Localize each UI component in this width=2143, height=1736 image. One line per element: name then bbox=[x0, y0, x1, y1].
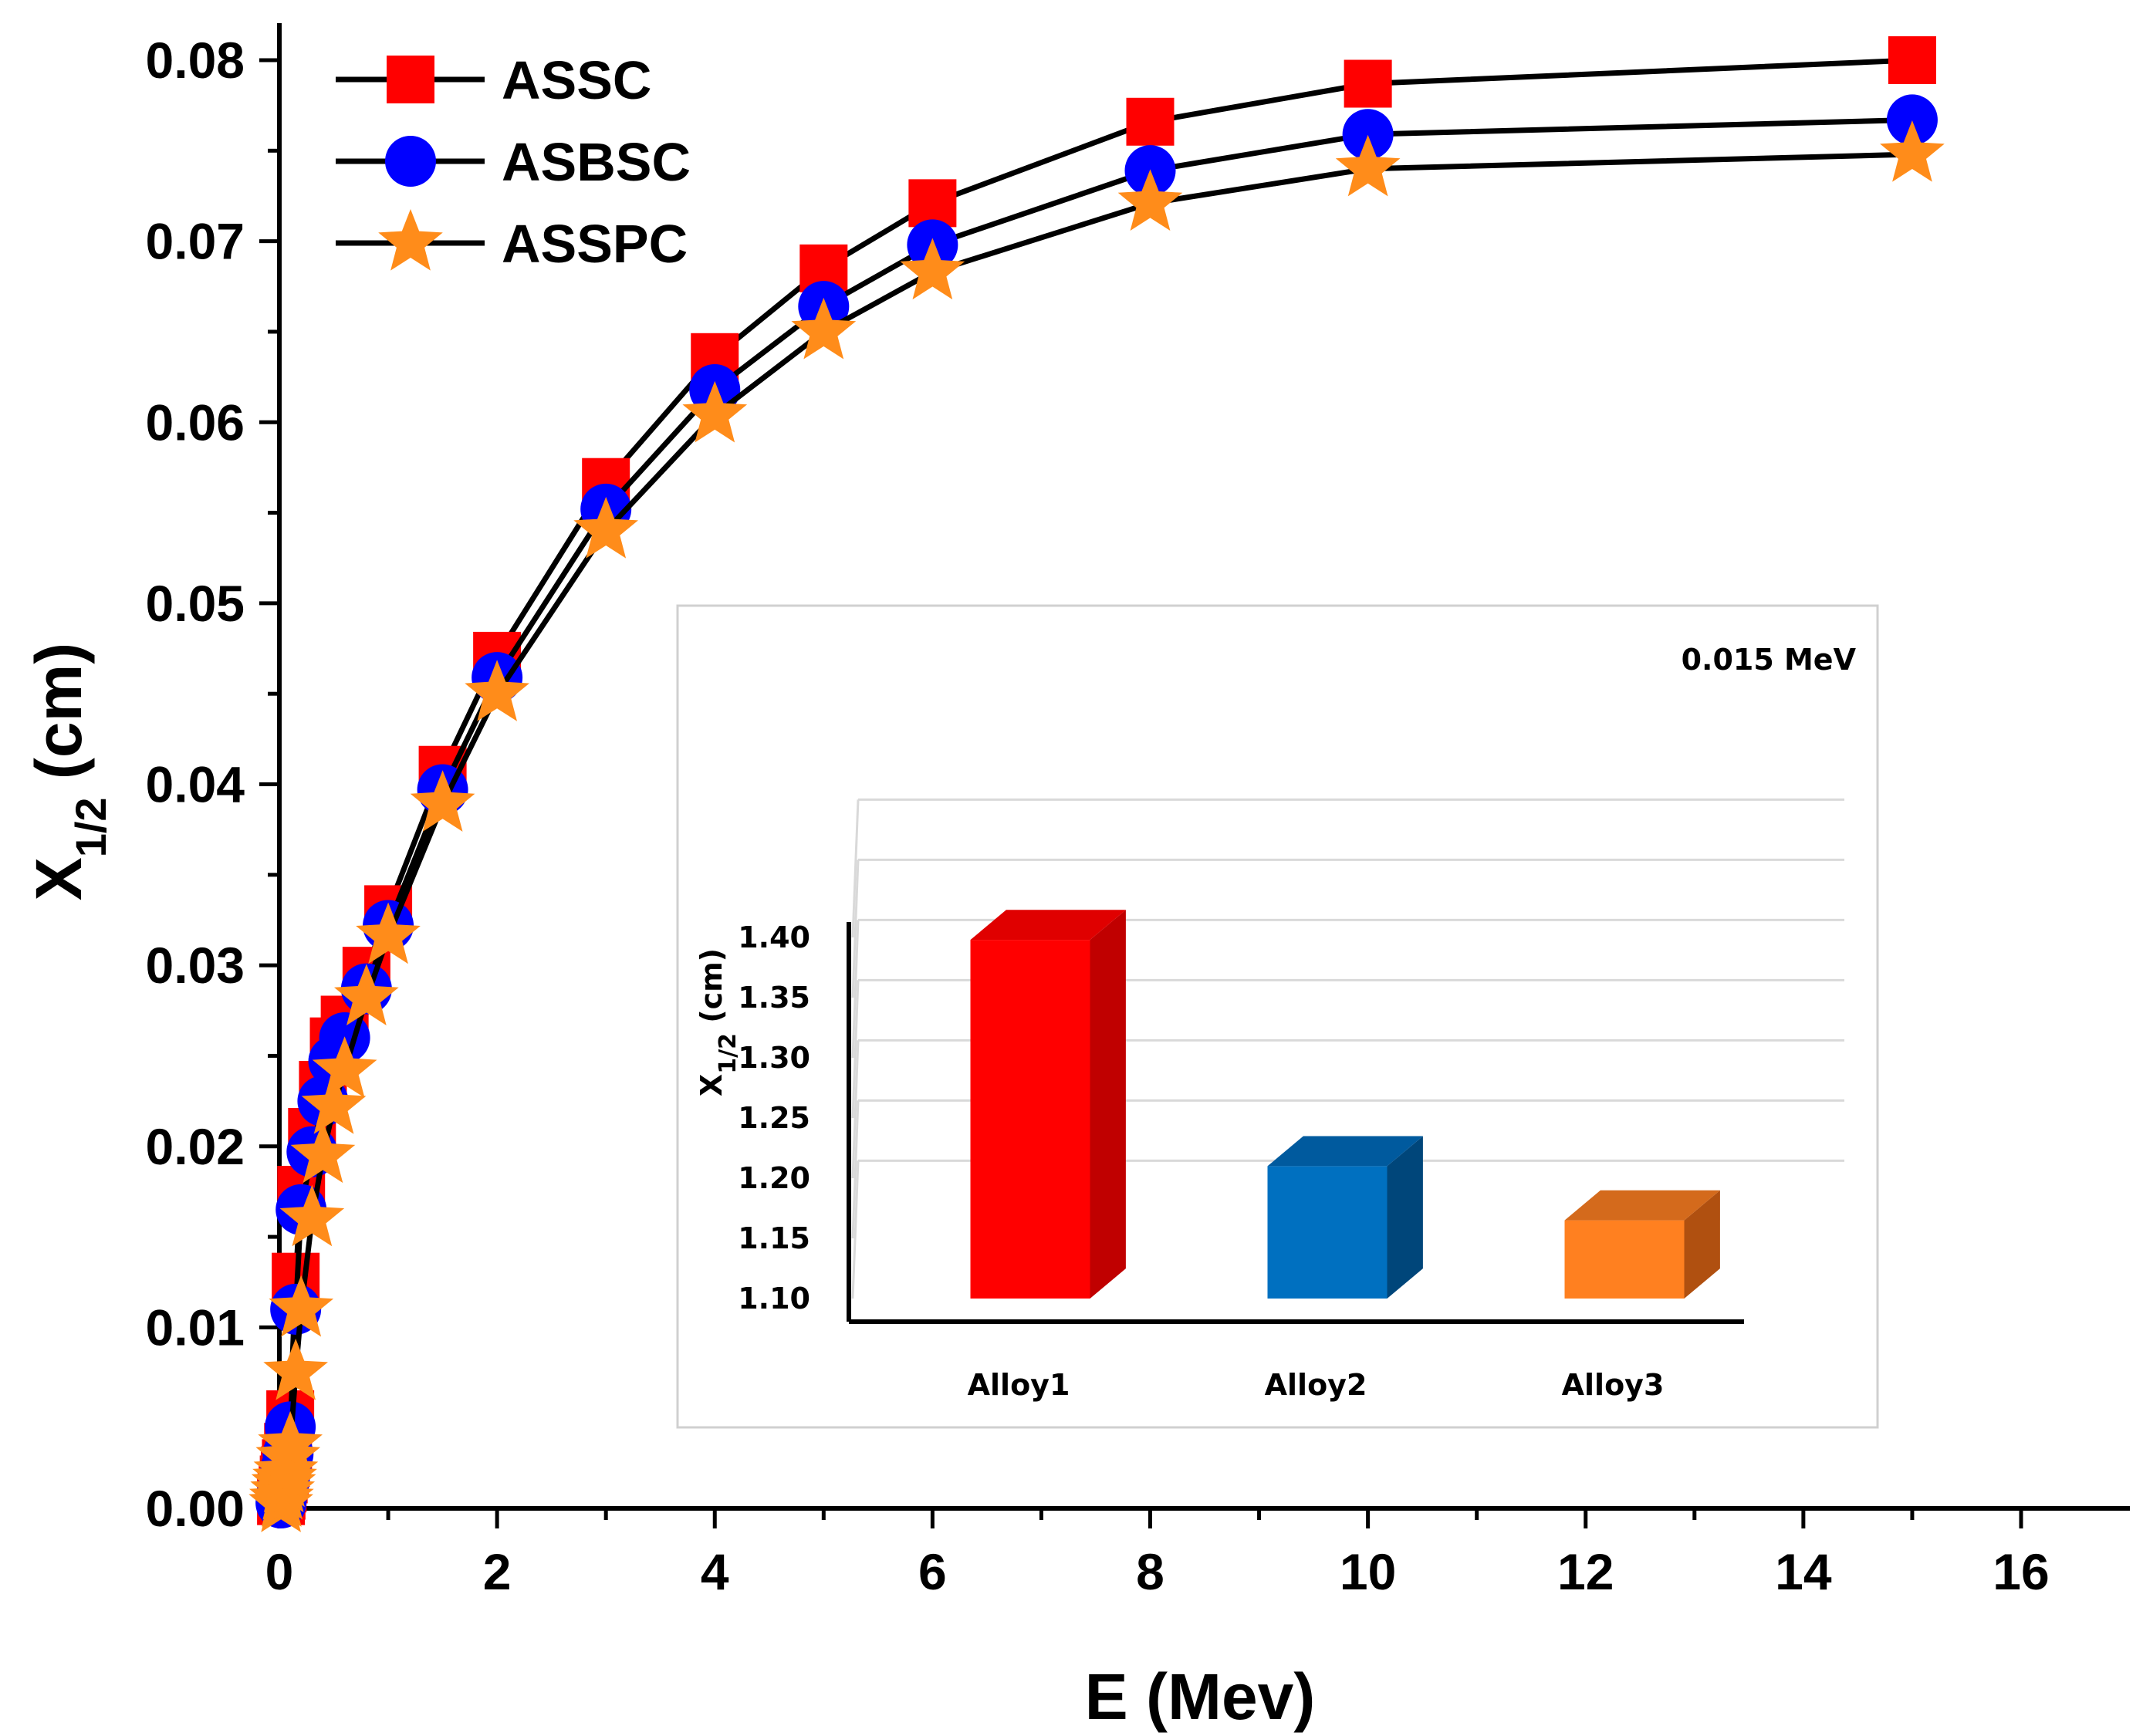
data-point-asspc bbox=[258, 1410, 323, 1473]
inset-y-tick-label: 1.15 bbox=[738, 1221, 810, 1255]
y-tick-label: 0.02 bbox=[146, 1118, 245, 1175]
data-point-asspc bbox=[301, 1072, 367, 1134]
x-tick-label: 2 bbox=[483, 1543, 512, 1600]
data-point-asspc bbox=[1880, 120, 1945, 182]
legend-marker-assc bbox=[387, 56, 434, 103]
y-tick-label: 0.01 bbox=[146, 1299, 245, 1356]
inset-y-tick-label: 1.25 bbox=[738, 1101, 810, 1135]
data-point-asspc bbox=[465, 660, 529, 721]
inset-side-gridline bbox=[851, 860, 860, 998]
legend-label: ASSPC bbox=[502, 214, 688, 274]
y-tick-label: 0.05 bbox=[146, 575, 245, 632]
data-point-asspc bbox=[900, 238, 965, 300]
data-point-assc bbox=[1888, 36, 1936, 84]
data-point-assc bbox=[908, 179, 957, 228]
data-point-asspc bbox=[334, 964, 399, 1025]
data-point-asspc bbox=[791, 297, 857, 360]
inset-bar-side bbox=[1090, 910, 1126, 1299]
data-point-asbsc bbox=[1886, 94, 1938, 146]
inset-side-gridline bbox=[851, 1040, 860, 1179]
inset-bar-side bbox=[1684, 1190, 1720, 1299]
x-tick-label: 14 bbox=[1775, 1543, 1832, 1600]
inset-x-tick-label: Alloy2 bbox=[1265, 1368, 1367, 1402]
legend-marker-asbsc bbox=[385, 136, 436, 187]
inset-y-axis-title: X1/2 (cm) bbox=[695, 948, 742, 1096]
inset-bar-top bbox=[1564, 1190, 1720, 1221]
x-tick-label: 12 bbox=[1557, 1543, 1614, 1600]
series-asspc bbox=[248, 120, 1945, 1532]
inset-bar-top bbox=[1267, 1136, 1423, 1167]
inset-bar-front bbox=[1267, 1166, 1388, 1299]
data-point-asspc bbox=[356, 902, 421, 964]
inset-chart: 1.10 1.15 1.20 1.25 1.30 1.35 1.40 Alloy1 Alloy2… bbox=[676, 604, 1879, 1429]
x-tick-label: 4 bbox=[701, 1543, 729, 1600]
inset-side-gridline bbox=[851, 799, 860, 938]
inset-y-tick-label: 1.40 bbox=[738, 920, 810, 954]
y-tick-label: 0.03 bbox=[146, 937, 245, 994]
inset-side-gridline bbox=[851, 1160, 860, 1299]
data-point-assc bbox=[1126, 97, 1175, 146]
data-point-asspc bbox=[1335, 134, 1401, 197]
legend: ASSC ASBSC ASSPC bbox=[336, 50, 691, 274]
x-tick-label: 6 bbox=[918, 1543, 947, 1600]
y-tick-label: 0.07 bbox=[146, 213, 245, 270]
x-tick-label: 16 bbox=[1993, 1543, 2049, 1600]
legend-label: ASBSC bbox=[502, 132, 691, 192]
y-tick-label: 0.06 bbox=[146, 393, 245, 451]
data-point-asspc bbox=[410, 770, 475, 832]
inset-y-tick-label: 1.30 bbox=[738, 1041, 810, 1075]
data-point-asspc bbox=[682, 380, 748, 443]
legend-marker-asspc bbox=[378, 209, 443, 271]
inset-y-tick-label: 1.35 bbox=[738, 981, 810, 1015]
data-point-asspc bbox=[573, 497, 638, 559]
y-axis-title: X1/2 (cm) bbox=[22, 643, 115, 901]
inset-bar-front bbox=[970, 940, 1090, 1299]
data-point-asspc bbox=[312, 1036, 377, 1098]
inset-x-tick-label: Alloy1 bbox=[968, 1368, 1070, 1402]
data-point-asspc bbox=[263, 1339, 328, 1400]
data-point-assc bbox=[1344, 59, 1392, 108]
inset-y-tick-label: 1.10 bbox=[738, 1282, 810, 1316]
inset-bar-top bbox=[970, 910, 1126, 941]
inset-bar-alloy1 bbox=[970, 910, 1126, 1299]
data-point-asbsc bbox=[1342, 109, 1394, 160]
inset-side-gridline bbox=[851, 920, 860, 1059]
x-axis-title: E (Mev) bbox=[1085, 1660, 1316, 1733]
inset-bar-alloy2 bbox=[1267, 1136, 1423, 1299]
data-point-asspc bbox=[279, 1184, 345, 1247]
inset-side-gridline bbox=[851, 1100, 860, 1239]
inset-y-tick-label: 1.20 bbox=[738, 1161, 810, 1195]
data-point-asspc bbox=[269, 1275, 334, 1337]
x-tick-label: 0 bbox=[265, 1543, 294, 1600]
inset-bar-side bbox=[1387, 1136, 1423, 1299]
inset-bar-alloy3 bbox=[1564, 1190, 1720, 1299]
legend-label: ASSC bbox=[502, 50, 651, 110]
x-tick-label: 8 bbox=[1136, 1543, 1164, 1600]
inset-bar-front bbox=[1564, 1220, 1685, 1299]
y-tick-label: 0.00 bbox=[146, 1480, 245, 1537]
inset-side-gridline bbox=[851, 980, 860, 1119]
inset-annotation: 0.015 MeV bbox=[1682, 643, 1857, 677]
data-point-asspc bbox=[290, 1121, 356, 1184]
inset-x-tick-label: Alloy3 bbox=[1562, 1368, 1665, 1402]
data-point-asspc bbox=[1117, 169, 1183, 231]
y-tick-label: 0.08 bbox=[146, 32, 245, 89]
y-tick-label: 0.04 bbox=[146, 756, 245, 813]
x-tick-label: 10 bbox=[1340, 1543, 1396, 1600]
